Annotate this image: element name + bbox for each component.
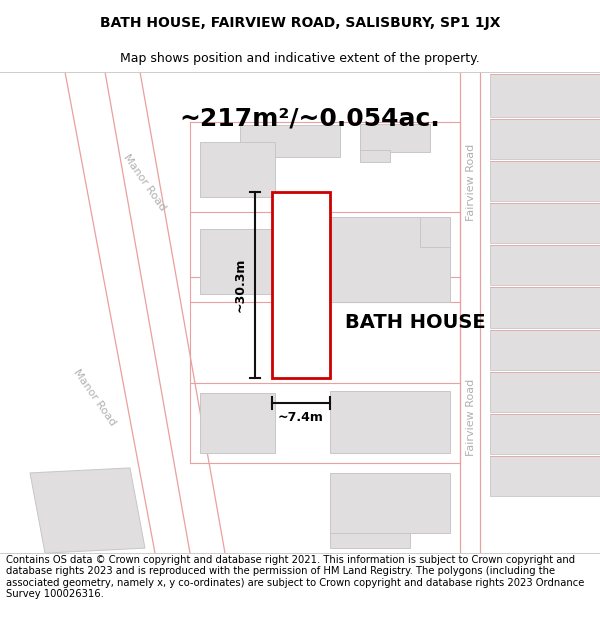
Bar [490, 161, 600, 201]
Bar [330, 473, 450, 533]
Bar [490, 119, 600, 159]
Bar [240, 125, 340, 157]
Bar [272, 192, 330, 378]
Bar [200, 392, 275, 453]
Bar [330, 217, 450, 302]
Text: ~7.4m: ~7.4m [278, 411, 324, 424]
Bar [360, 124, 430, 152]
Bar [490, 329, 600, 369]
Bar [490, 74, 600, 117]
Bar [360, 150, 390, 162]
Bar [420, 217, 450, 248]
Text: Contains OS data © Crown copyright and database right 2021. This information is : Contains OS data © Crown copyright and d… [6, 554, 584, 599]
Bar [490, 372, 600, 412]
Text: Fairview Road: Fairview Road [466, 144, 476, 221]
Bar [200, 142, 275, 198]
Bar [490, 414, 600, 454]
Bar [330, 391, 450, 453]
Text: Manor Road: Manor Road [122, 152, 168, 213]
Bar [200, 229, 275, 294]
Text: ~217m²/~0.054ac.: ~217m²/~0.054ac. [179, 107, 440, 131]
Bar [330, 533, 410, 548]
Bar [490, 288, 600, 328]
Text: BATH HOUSE: BATH HOUSE [345, 312, 485, 331]
Text: ~30.3m: ~30.3m [234, 258, 247, 312]
Text: Manor Road: Manor Road [72, 368, 118, 428]
Bar [490, 456, 600, 496]
Text: BATH HOUSE, FAIRVIEW ROAD, SALISBURY, SP1 1JX: BATH HOUSE, FAIRVIEW ROAD, SALISBURY, SP… [100, 16, 500, 30]
Bar [490, 246, 600, 286]
Text: Map shows position and indicative extent of the property.: Map shows position and indicative extent… [120, 52, 480, 65]
Text: Fairview Road: Fairview Road [466, 379, 476, 456]
Bar [490, 203, 600, 243]
Polygon shape [30, 468, 145, 553]
